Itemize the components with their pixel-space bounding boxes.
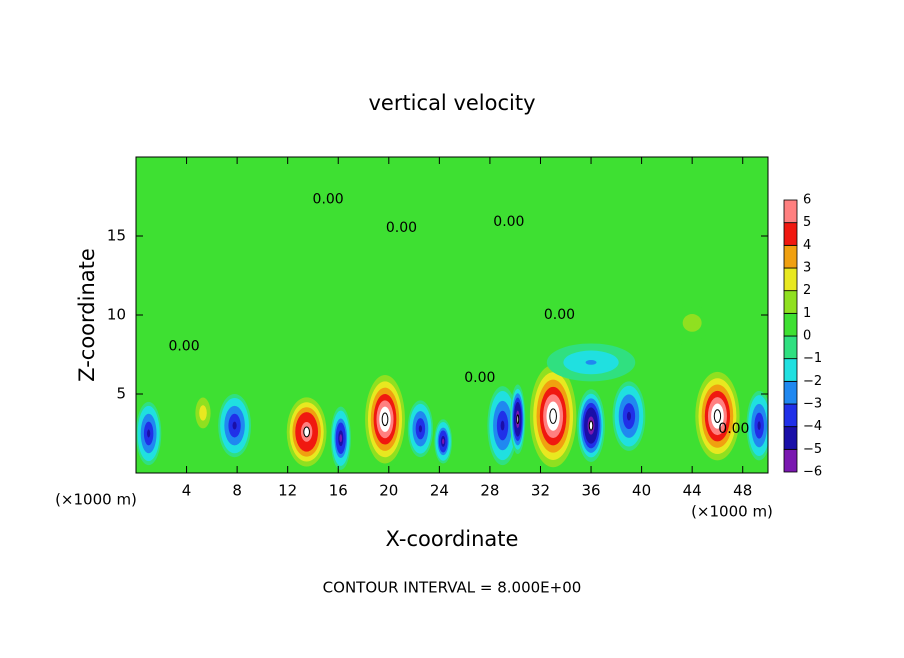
field-cell <box>381 412 389 427</box>
colorbar-label: −3 <box>803 397 822 412</box>
contour-label: 0.00 <box>718 421 749 437</box>
x-tick-label: 24 <box>430 482 449 500</box>
x-tick-label: 48 <box>733 482 752 500</box>
contour-label: 0.00 <box>313 192 344 208</box>
colorbar-label: 1 <box>803 306 811 321</box>
colorbar-swatch <box>783 312 798 337</box>
field-cell <box>757 421 761 430</box>
x-unit: (×1000 m) <box>691 503 773 521</box>
colorbar-swatch <box>783 267 798 292</box>
colorbar-label: −6 <box>803 465 822 480</box>
x-tick-label: 32 <box>531 482 550 500</box>
colorbar-label: −1 <box>803 351 822 366</box>
x-tick-label: 20 <box>379 482 398 500</box>
colorbar-label: 0 <box>803 329 811 344</box>
chart-title: vertical velocity <box>368 91 535 115</box>
field-cell <box>201 410 205 416</box>
field-cell <box>232 421 237 430</box>
contour-label: 0.00 <box>544 307 575 323</box>
x-tick-label: 44 <box>683 482 702 500</box>
colorbar-label: 3 <box>803 261 811 276</box>
x-unit: (×1000 m) <box>55 491 137 509</box>
colorbar-swatch <box>783 426 798 450</box>
field-cell <box>585 360 597 365</box>
colorbar-label: −2 <box>803 374 822 389</box>
field-cell <box>689 319 696 326</box>
field-cell <box>626 411 632 421</box>
colorbar-label: 2 <box>803 283 811 298</box>
y-tick-label: 15 <box>107 227 126 245</box>
y-tick-label: 10 <box>107 306 126 324</box>
x-tick-label: 28 <box>480 482 499 500</box>
field-cell <box>549 408 557 424</box>
contour-label: 0.00 <box>464 370 495 386</box>
colorbar-label: −4 <box>803 419 822 434</box>
x-tick-label: 12 <box>278 482 297 500</box>
x-tick-label: 36 <box>581 482 600 500</box>
field-cell <box>516 414 520 425</box>
field-cell <box>500 420 505 431</box>
colorbar-swatch <box>783 448 798 473</box>
colorbar-swatch <box>783 290 798 314</box>
contour-label: 0.00 <box>168 339 199 355</box>
colorbar-swatch <box>783 380 798 405</box>
field-cell <box>147 429 151 438</box>
colorbar-label: 5 <box>803 215 811 230</box>
colorbar-label: −5 <box>803 442 822 457</box>
field-cell <box>713 409 722 423</box>
field-cell <box>588 420 594 431</box>
x-tick-label: 4 <box>182 482 192 500</box>
colorbar-swatch <box>783 244 798 269</box>
field-cell <box>339 434 343 443</box>
field-cell <box>418 425 422 433</box>
field: 0.00 0.00 0.00 0.00 0.00 0.00 0.00 <box>136 157 768 473</box>
contour-label: 0.00 <box>386 220 417 236</box>
field-cell <box>303 426 310 438</box>
colorbar-swatch <box>783 403 798 428</box>
x-tick-label: 16 <box>329 482 348 500</box>
colorbar-swatch <box>783 222 798 246</box>
x-axis-label: X-coordinate <box>386 527 519 551</box>
colorbar-label: 4 <box>803 238 811 253</box>
y-axis-label: Z-coordinate <box>75 248 99 382</box>
field-cell <box>442 438 445 445</box>
x-tick-label: 8 <box>232 482 242 500</box>
colorbar-swatch <box>783 358 798 382</box>
colorbar-swatch <box>783 199 798 224</box>
y-tick-label: 5 <box>116 385 126 403</box>
x-tick-label: 40 <box>632 482 651 500</box>
colorbar-label: 6 <box>803 193 811 208</box>
contour-label: 0.00 <box>493 214 524 230</box>
colorbar-swatch <box>783 335 798 360</box>
footer: CONTOUR INTERVAL = 8.000E+00 <box>323 579 582 597</box>
